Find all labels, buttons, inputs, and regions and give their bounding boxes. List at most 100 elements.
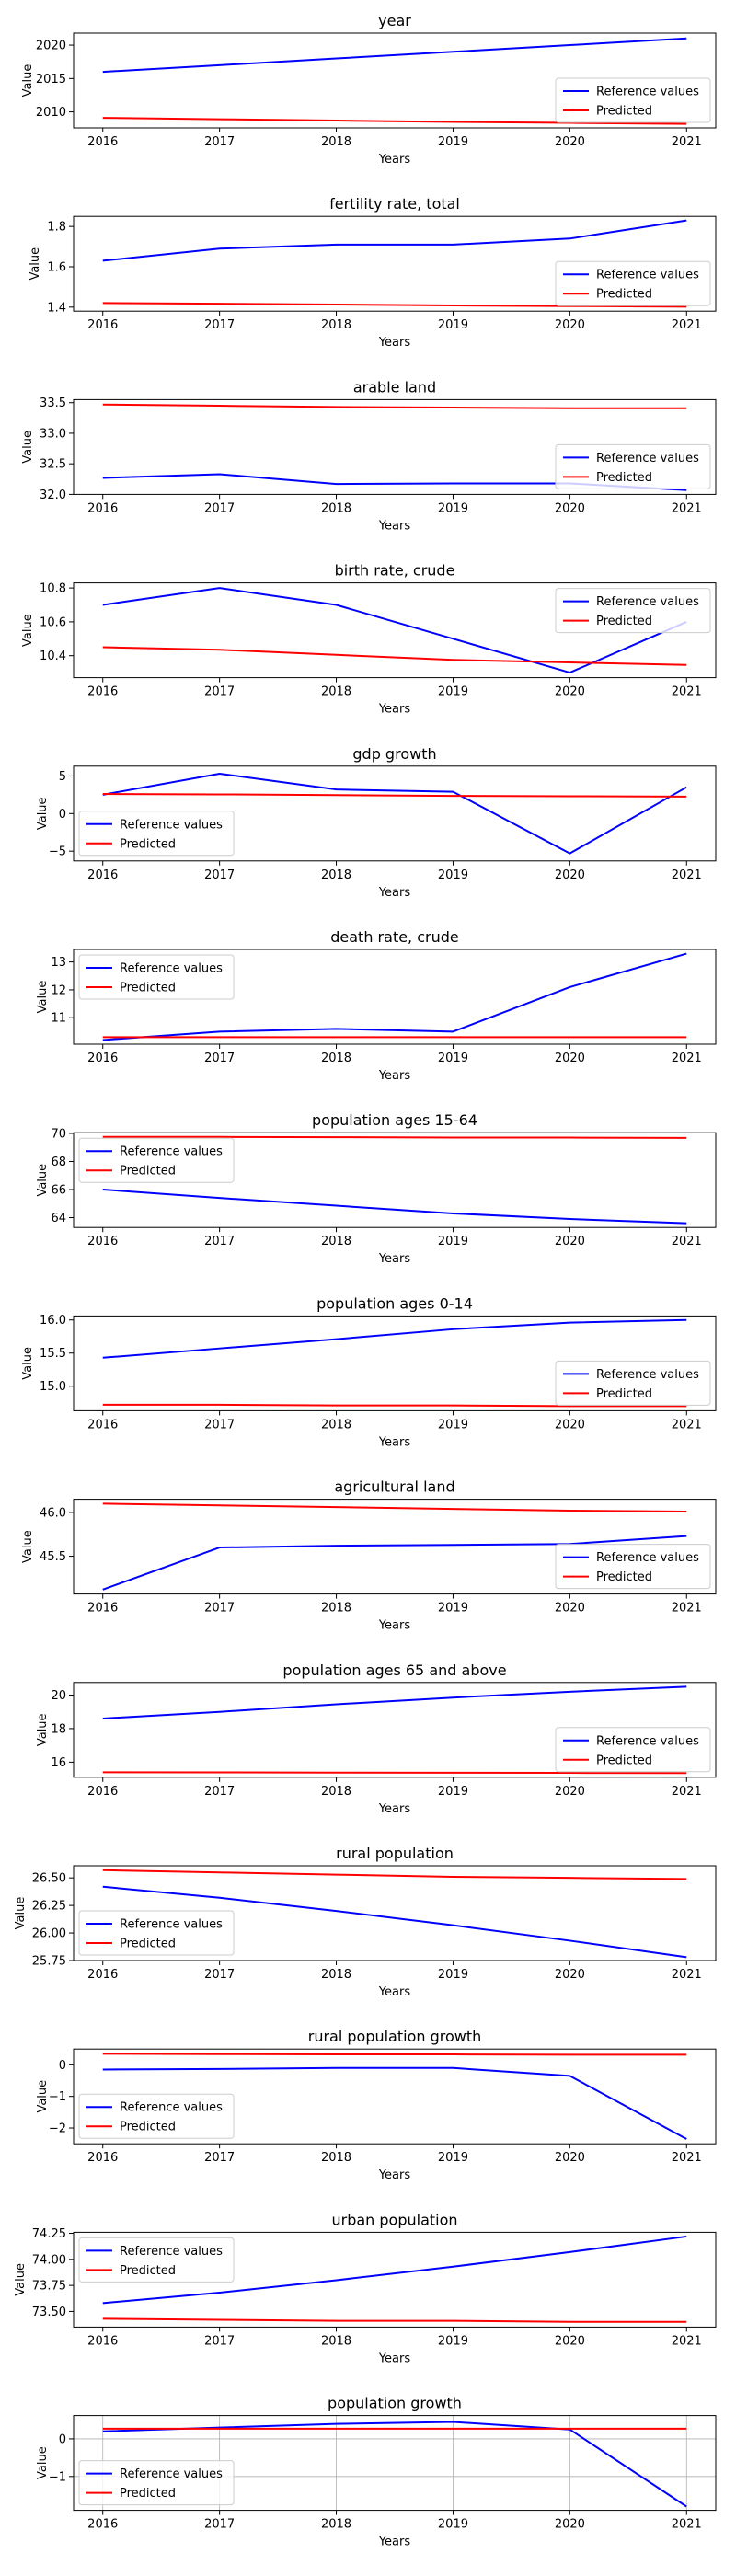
legend: Reference values Predicted (555, 260, 711, 306)
y-axis-label: Value (21, 1347, 35, 1380)
legend-predicted-label: Predicted (120, 1938, 176, 1951)
subplot-7: 2016 2017 2018 2019 2020 2021 64 66 68 70 populati… (36, 1111, 717, 1266)
axes-frame (73, 582, 717, 679)
y-tick-label: 64 (51, 1212, 66, 1225)
legend-reference-label: Reference values (596, 269, 699, 282)
y-axis-label: Value (36, 2446, 50, 2479)
y-tick-label: 2010 (36, 106, 66, 120)
x-tick-label: 2016 (87, 1235, 118, 1248)
subplot-6: 2016 2017 2018 2019 2020 2021 11 12 13 death rate… (36, 928, 717, 1083)
x-tick-label: 2019 (438, 318, 468, 332)
x-tick-label: 2018 (321, 685, 351, 699)
legend-box (78, 1910, 235, 1956)
x-tick-label: 2021 (672, 1785, 702, 1799)
x-tick-label: 2019 (438, 2334, 468, 2348)
x-tick-label: 2017 (204, 868, 235, 882)
x-tick-label: 2016 (87, 2151, 118, 2165)
subplot-9: 2016 2017 2018 2019 2020 2021 45.5 46.0 agricult… (21, 1478, 717, 1633)
predicted-line (102, 403, 687, 409)
chart-title: agricultural land (334, 1478, 454, 1496)
y-axis-label: Value (14, 2263, 28, 2296)
axes-frame (73, 398, 717, 495)
chart-title: rural population (336, 1845, 454, 1862)
y-tick-label: 45.5 (40, 1550, 66, 1564)
x-tick-label: 2020 (555, 685, 585, 699)
reference-line (102, 1535, 687, 1591)
chart-title: urban population (331, 2211, 457, 2228)
subplot-1: 2016 2017 2018 2019 2020 2021 2010 2015 2020 year… (21, 12, 717, 167)
x-tick-label: 2018 (321, 1602, 351, 1616)
y-tick-label: 26.00 (32, 1927, 66, 1941)
x-axis-label: Years (378, 153, 411, 167)
x-axis-label: Years (378, 1802, 411, 1816)
axes-frame (73, 32, 717, 129)
x-tick-label: 2020 (555, 135, 585, 149)
x-tick-label: 2020 (555, 1052, 585, 1065)
x-tick-label: 2019 (438, 685, 468, 699)
y-tick-label: 74.25 (32, 2227, 66, 2241)
reference-line (102, 772, 687, 855)
legend-box (555, 1360, 711, 1406)
y-tick-label: 20 (51, 1689, 66, 1703)
legend: Reference values Predicted (78, 2237, 235, 2283)
x-tick-label: 2020 (555, 1785, 585, 1799)
x-tick-label: 2017 (204, 135, 235, 149)
legend: Reference values Predicted (78, 954, 235, 1000)
legend-box (78, 811, 235, 857)
predicted-line (102, 1135, 687, 1139)
legend-reference-label: Reference values (120, 962, 223, 976)
y-tick-label: 74.00 (32, 2253, 66, 2267)
legend: Reference values Predicted (555, 77, 711, 123)
subplot-5: 2016 2017 2018 2019 2020 2021 −5 0 5 gdp growth Ye… (36, 745, 717, 900)
legend-box (78, 954, 235, 1000)
x-axis-label: Years (378, 2352, 411, 2365)
legend: Reference values Predicted (555, 1544, 711, 1590)
x-tick-label: 2019 (438, 1785, 468, 1799)
y-tick-label: 1.6 (47, 260, 66, 274)
y-tick-label: −1 (49, 2090, 66, 2104)
subplot-10: 2016 2017 2018 2019 2020 2021 16 18 20 population… (36, 1662, 717, 1816)
legend: Reference values Predicted (78, 1910, 235, 1956)
x-axis-label: Years (378, 703, 411, 717)
legend-box (78, 2237, 235, 2283)
predicted-line (102, 302, 687, 308)
x-axis-label: Years (378, 1069, 411, 1083)
x-tick-label: 2016 (87, 501, 118, 515)
x-tick-label: 2020 (555, 1235, 585, 1248)
predicted-line (102, 1771, 687, 1775)
x-tick-label: 2019 (438, 135, 468, 149)
subplot-12: 2016 2017 2018 2019 2020 2021 −2 −1 0 rural popul… (36, 2028, 717, 2182)
y-tick-label: 32.0 (40, 489, 66, 502)
x-tick-label: 2019 (438, 1052, 468, 1065)
legend-reference-label: Reference values (596, 452, 699, 466)
subplot-11: 2016 2017 2018 2019 2020 2021 25.75 26.00 26.25 2… (14, 1845, 717, 1999)
y-tick-label: 0 (59, 808, 66, 822)
x-tick-label: 2018 (321, 2151, 351, 2165)
chart-title: population ages 15-64 (312, 1111, 477, 1129)
reference-line (102, 1189, 687, 1225)
legend: Reference values Predicted (555, 443, 711, 489)
legend-predicted-label: Predicted (596, 1387, 652, 1401)
predicted-line (102, 1403, 687, 1408)
legend-reference-label: Reference values (596, 1368, 699, 1382)
legend: Reference values Predicted (78, 2460, 235, 2506)
y-tick-label: 0 (59, 2059, 66, 2073)
y-tick-label: 73.50 (32, 2306, 66, 2319)
y-tick-label: 11 (51, 1012, 66, 1026)
y-tick-label: 16.0 (40, 1314, 66, 1328)
legend: Reference values Predicted (555, 1360, 711, 1406)
y-tick-label: 33.0 (40, 427, 66, 441)
legend-reference-label: Reference values (596, 1551, 699, 1565)
legend-reference-label: Reference values (596, 595, 699, 609)
legend-predicted-label: Predicted (596, 1754, 652, 1767)
y-tick-label: 12 (51, 983, 66, 997)
x-tick-label: 2017 (204, 1602, 235, 1616)
y-axis-label: Value (36, 797, 50, 830)
y-tick-label: 32.5 (40, 458, 66, 472)
x-tick-label: 2018 (321, 2518, 351, 2532)
y-axis-label: Value (21, 431, 35, 464)
x-axis-label: Years (378, 2168, 411, 2182)
x-tick-label: 2018 (321, 2334, 351, 2348)
x-axis-label: Years (378, 1252, 411, 1266)
